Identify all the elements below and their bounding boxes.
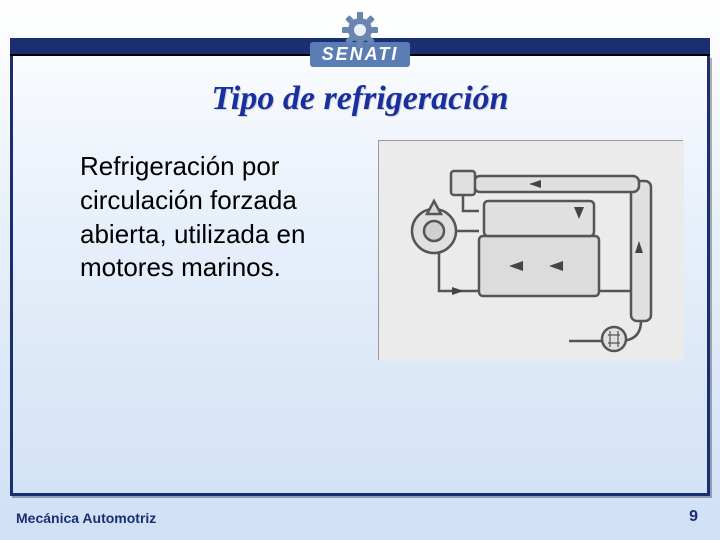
cooling-diagram [378,140,683,360]
gear-icon [340,10,380,50]
slide-title: Tipo de refrigeración [0,80,720,118]
page-number: 9 [689,508,698,526]
logo: SENATI [290,10,430,60]
footer-label: Mecánica Automotriz [16,510,156,526]
body-text: Refrigeración por circulación forzada ab… [80,150,370,285]
